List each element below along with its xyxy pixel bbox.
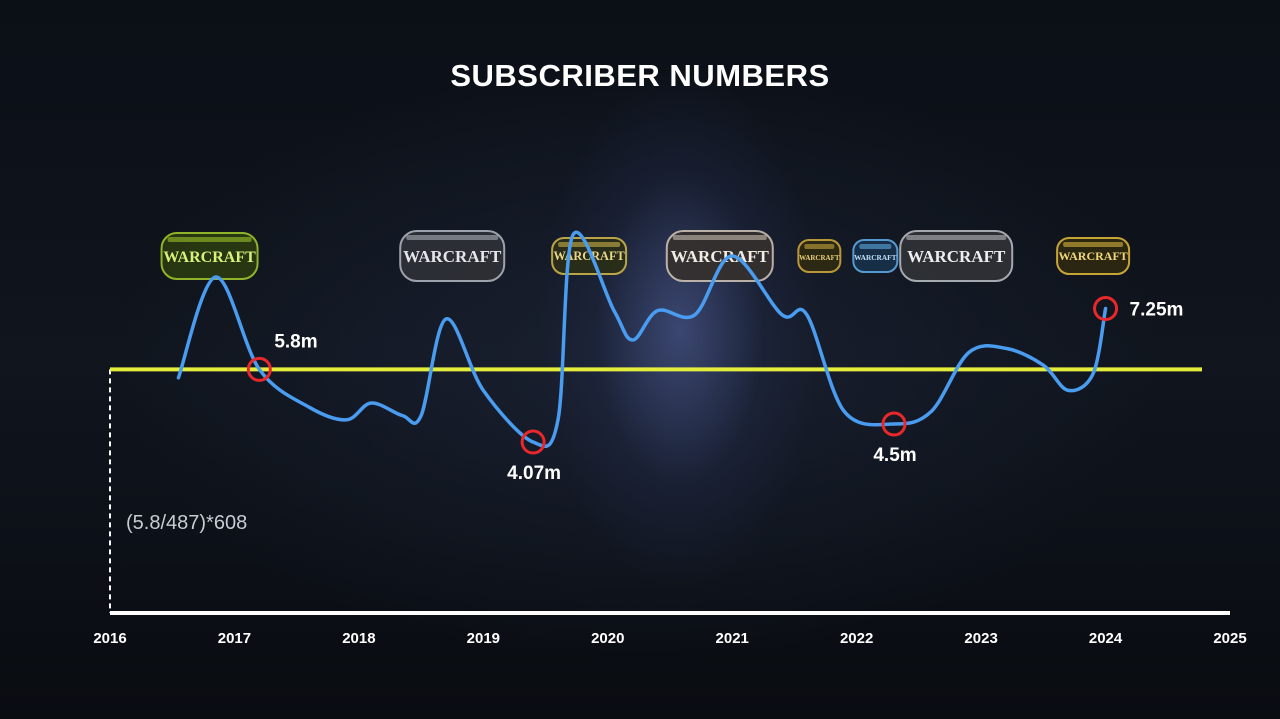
x-tick-label: 2016 <box>93 630 126 647</box>
data-label: 4.07m <box>507 463 561 484</box>
x-tick-label: 2025 <box>1213 630 1246 647</box>
annotation-marker <box>246 356 272 382</box>
expansion-logo: WARCRAFT <box>665 230 774 282</box>
data-label: 4.5m <box>873 445 916 466</box>
expansion-logo: WARCRAFT <box>899 230 1014 282</box>
svg-text:WARCRAFT: WARCRAFT <box>671 247 770 266</box>
data-label: 7.25m <box>1130 300 1184 321</box>
x-tick-labels: 2016 2017 2018 2019 2020 2021 2022 2023 2024 2025 <box>93 630 1246 647</box>
x-tick-label: 2019 <box>467 630 500 647</box>
x-tick-label: 2021 <box>716 630 749 647</box>
annotation-markers: 5.8m 4.07m 4.5m 7.25m <box>246 296 1184 484</box>
data-label: 5.8m <box>274 331 317 352</box>
annotation-marker <box>1093 296 1119 321</box>
svg-text:WARCRAFT: WARCRAFT <box>799 254 840 262</box>
x-tick-label: 2017 <box>218 630 251 647</box>
svg-text:WARCRAFT: WARCRAFT <box>403 247 502 266</box>
formula-note: (5.8/487)*608 <box>126 512 247 534</box>
x-tick-label: 2024 <box>1089 630 1123 647</box>
series-line <box>176 230 1108 448</box>
svg-text:WARCRAFT: WARCRAFT <box>907 247 1006 266</box>
x-tick-label: 2020 <box>591 630 624 647</box>
annotation-marker <box>520 429 546 455</box>
expansion-logo: WARCRAFT <box>551 237 628 275</box>
expansion-logo: WARCRAFT <box>852 239 899 273</box>
annotation-marker <box>881 411 907 437</box>
expansion-logo: WARCRAFT <box>1056 237 1131 275</box>
expansion-logo: WARCRAFT <box>797 239 842 273</box>
expansion-logo: WARCRAFT <box>160 232 259 280</box>
expansion-logos: WARCRAFT WARCRAFT WARCRAFT WARCRAFT WARCRAFT… <box>160 230 1131 282</box>
x-tick-label: 2018 <box>342 630 375 647</box>
x-tick-label: 2023 <box>964 630 997 647</box>
svg-text:WARCRAFT: WARCRAFT <box>1058 249 1127 263</box>
svg-text:WARCRAFT: WARCRAFT <box>854 253 896 262</box>
expansion-logo: WARCRAFT <box>399 230 506 282</box>
chart-title: SUBSCRIBER NUMBERS <box>450 58 830 93</box>
x-tick-label: 2022 <box>840 630 873 647</box>
svg-text:WARCRAFT: WARCRAFT <box>553 249 625 263</box>
svg-text:WARCRAFT: WARCRAFT <box>163 249 256 266</box>
